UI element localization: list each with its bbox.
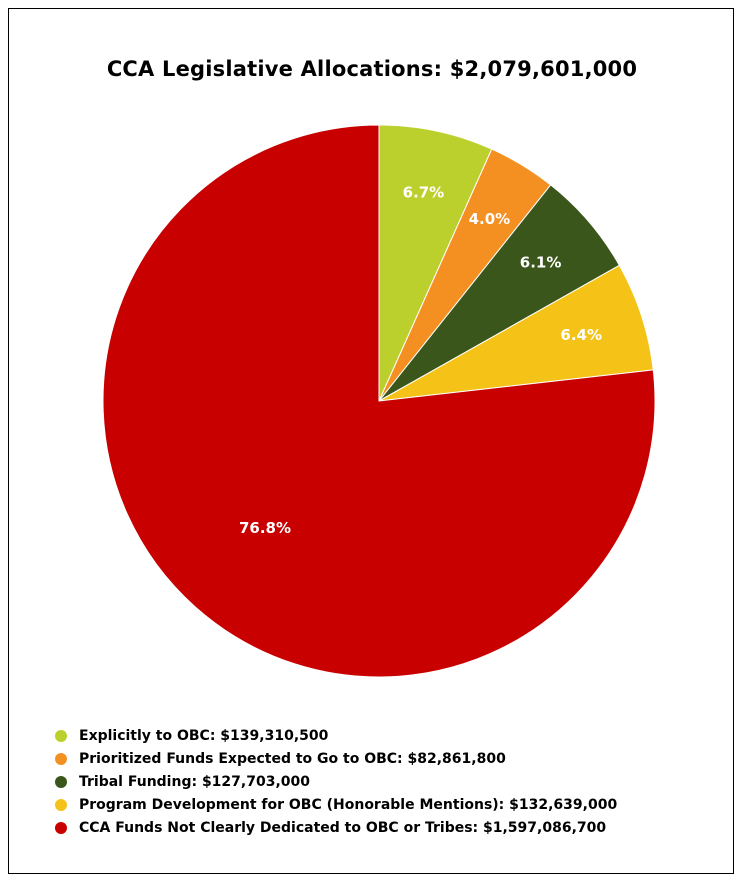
legend-marker-2	[55, 752, 67, 765]
legend-item-1[interactable]: Explicitly to OBC: $139,310,500	[55, 724, 617, 747]
legend-item-2[interactable]: Prioritized Funds Expected to Go to OBC:…	[55, 747, 617, 770]
pie-data-labels: 6.7% 4.0% 6.1% 6.4% 76.8%	[239, 184, 602, 537]
legend-label-5: CCA Funds Not Clearly Dedicated to OBC o…	[79, 819, 607, 836]
pie-slices	[102, 124, 656, 678]
legend-marker-4	[55, 798, 67, 811]
legend-label-1: Explicitly to OBC: $139,310,500	[79, 727, 329, 744]
pie-data-label-4: 6.4%	[560, 326, 602, 344]
legend-item-3[interactable]: Tribal Funding: $127,703,000	[55, 770, 617, 793]
pie-data-label-5: 76.8%	[239, 519, 291, 537]
chart-legend: Explicitly to OBC: $139,310,500 Prioritiz…	[55, 724, 617, 839]
legend-label-3: Tribal Funding: $127,703,000	[79, 773, 310, 790]
pie-data-label-1: 6.7%	[403, 184, 445, 202]
pie-data-label-3: 6.1%	[520, 254, 562, 272]
legend-marker-5	[55, 821, 67, 834]
chart-title: CCA Legislative Allocations: $2,079,601,…	[106, 57, 638, 81]
pie-data-label-2: 4.0%	[469, 210, 511, 228]
legend-item-4[interactable]: Program Development for OBC (Honorable M…	[55, 793, 617, 816]
legend-marker-1	[55, 729, 67, 742]
legend-item-5[interactable]: CCA Funds Not Clearly Dedicated to OBC o…	[55, 816, 617, 839]
legend-label-2: Prioritized Funds Expected to Go to OBC:…	[79, 750, 506, 767]
pie-slice-5[interactable]	[102, 124, 656, 678]
legend-label-4: Program Development for OBC (Honorable M…	[79, 796, 618, 813]
pie-slice-1[interactable]	[378, 124, 493, 402]
legend-marker-3	[55, 775, 67, 788]
